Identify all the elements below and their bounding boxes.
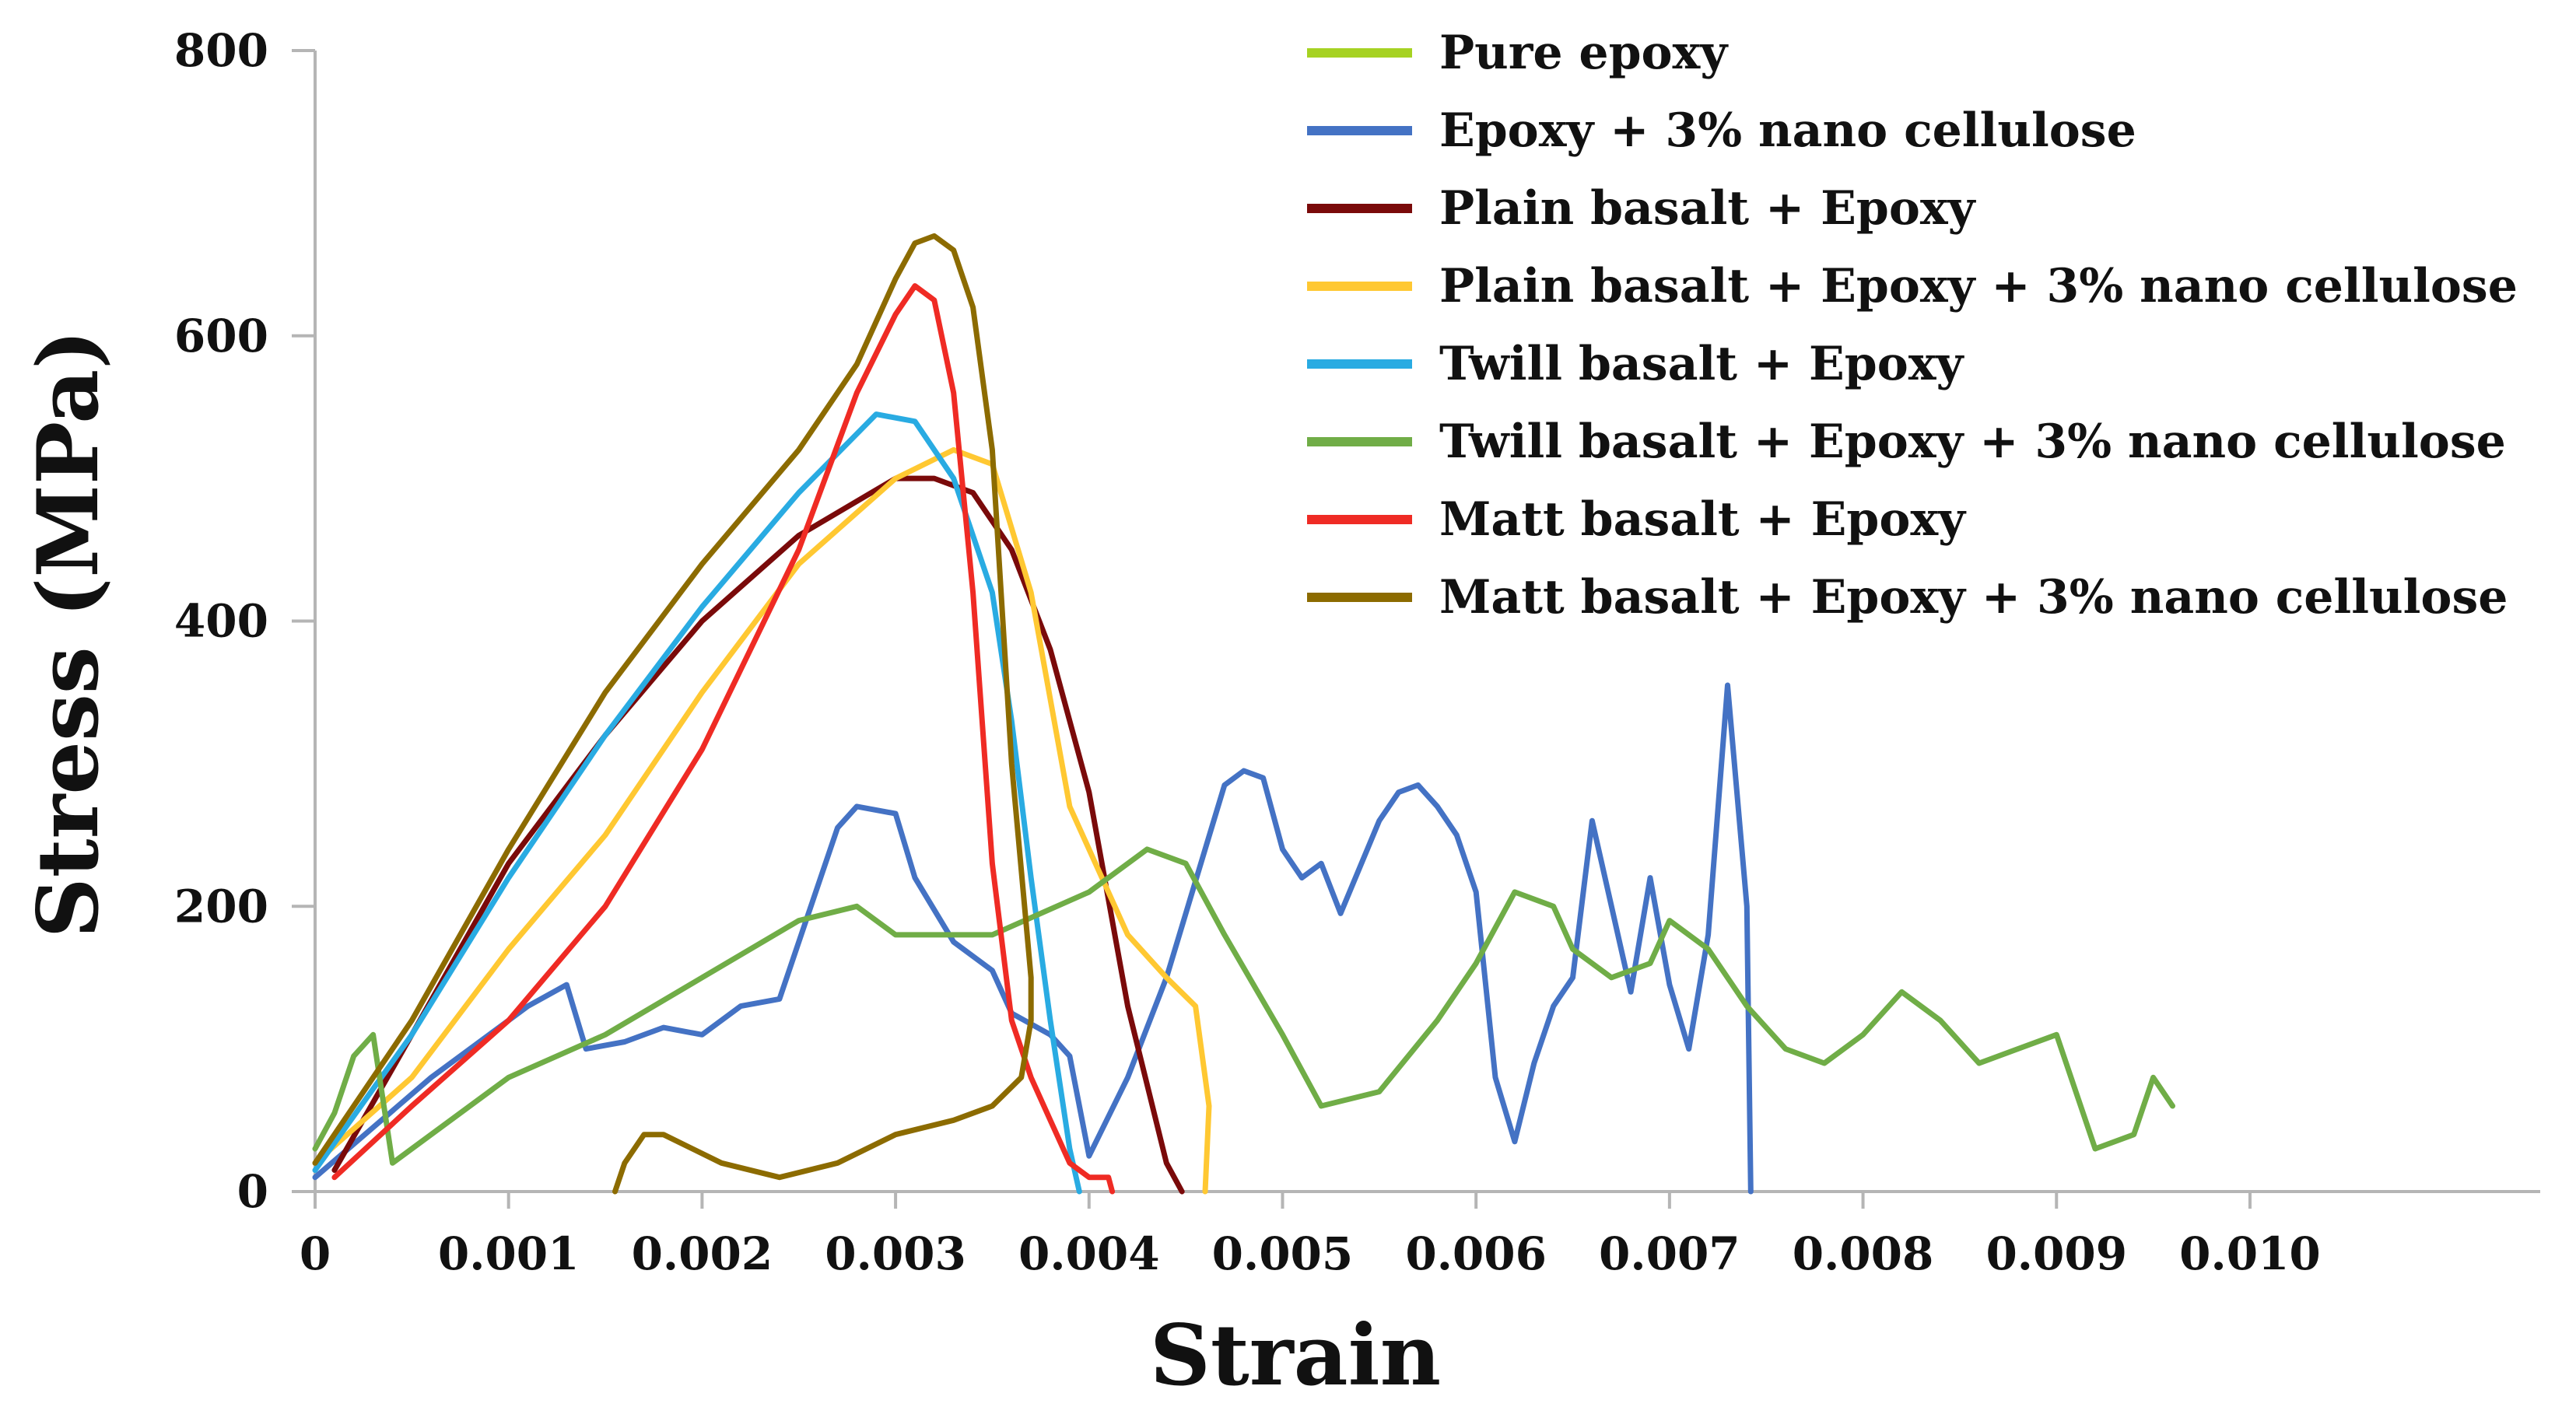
x-tick-label: 0.005 — [1212, 1227, 1354, 1280]
series-layer — [312, 233, 2175, 1195]
y-tick-label: 600 — [174, 310, 268, 362]
y-axis-title: Stress (MPa) — [19, 330, 117, 939]
y-tick-label: 0 — [237, 1165, 268, 1218]
x-tick-label: 0.004 — [1018, 1227, 1160, 1280]
x-tick-label: 0 — [300, 1227, 331, 1280]
legend-label-matt-basalt-epoxy: Matt basalt + Epoxy — [1439, 492, 1967, 547]
x-tick-label: 0.006 — [1405, 1227, 1547, 1280]
series-line-plain-basalt-epoxy — [331, 475, 1185, 1195]
x-tick-label: 0.010 — [2179, 1227, 2321, 1280]
series-line-plain-basalt-epoxy-3-nano-cellulose — [312, 446, 1212, 1195]
x-tick-label: 0.003 — [825, 1227, 966, 1280]
x-tick-label: 0.002 — [632, 1227, 773, 1280]
legend-label-matt-basalt-epoxy-3-nano-cellulose: Matt basalt + Epoxy + 3% nano cellulose — [1439, 570, 2508, 625]
y-tick-label: 400 — [174, 595, 268, 648]
legend-label-pure-epoxy: Pure epoxy — [1439, 26, 1729, 80]
series-line-twill-basalt-epoxy-3-nano-cellulose — [312, 846, 2175, 1166]
series-line-matt-basalt-epoxy-3-nano-cellulose — [312, 233, 1034, 1195]
axes: 0 0.001 0.002 0.003 0.004 0.005 0.006 0.007 0.00… — [174, 24, 2540, 1280]
x-tick-label: 0.001 — [438, 1227, 580, 1280]
x-tick-label: 0.007 — [1599, 1227, 1740, 1280]
x-tick-label: 0.008 — [1793, 1227, 1934, 1280]
legend-label-twill-basalt-epoxy-3-nano-cellulose: Twill basalt + Epoxy + 3% nano cellulose — [1439, 415, 2506, 469]
y-tick-label: 800 — [174, 24, 268, 77]
legend: Pure epoxy Epoxy + 3% nano cellulose Plain… — [1307, 26, 2518, 625]
legend-label-plain-basalt-epoxy: Plain basalt + Epoxy — [1439, 181, 1977, 236]
x-tick-label: 0.009 — [1985, 1227, 2127, 1280]
legend-label-twill-basalt-epoxy: Twill basalt + Epoxy — [1439, 337, 1964, 391]
series-line-twill-basalt-epoxy — [312, 411, 1082, 1195]
series-line-matt-basalt-epoxy — [331, 283, 1116, 1195]
series-line-epoxy-3-nano-cellulose — [312, 682, 1754, 1195]
x-axis-title: Strain — [1150, 1307, 1441, 1405]
legend-label-plain-basalt-epoxy-3-nano-cellulose: Plain basalt + Epoxy + 3% nano cellulose — [1439, 259, 2518, 313]
legend-label-epoxy-3-nano-cellulose: Epoxy + 3% nano cellulose — [1439, 103, 2136, 158]
y-tick-label: 200 — [174, 880, 268, 933]
